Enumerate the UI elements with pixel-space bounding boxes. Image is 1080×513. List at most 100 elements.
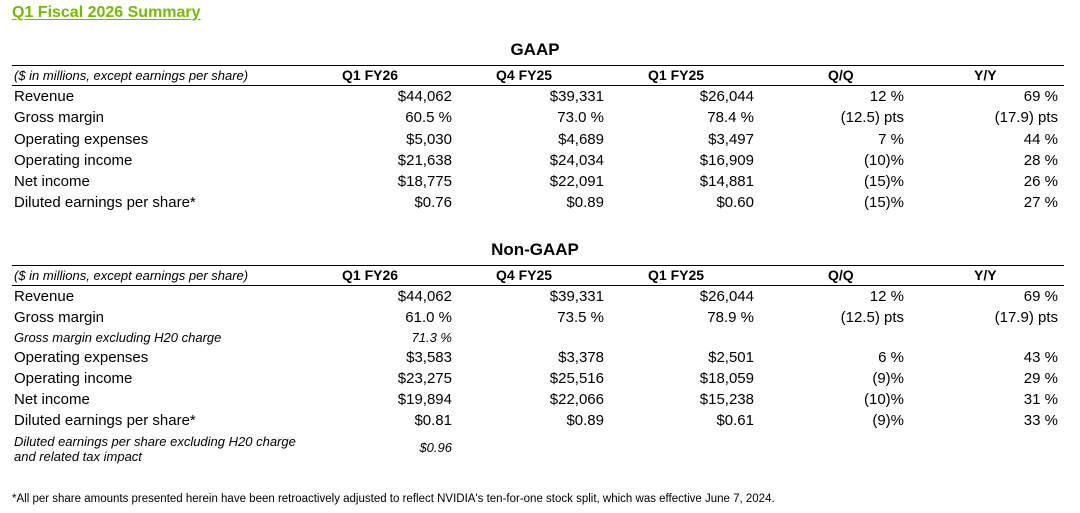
cell-value: $0.89 xyxy=(566,412,604,430)
nongaap-table: ($ in millions, except earnings per shar… xyxy=(12,265,1064,466)
cell-value: $22,091 xyxy=(549,173,604,191)
col-q4fy25: Q4 FY25 xyxy=(496,267,553,283)
nongaap-header-row: ($ in millions, except earnings per shar… xyxy=(12,265,1064,286)
cell-value: $2,501 xyxy=(708,348,754,366)
cell-value: 69 % xyxy=(1023,288,1058,305)
table-row: Operating expenses $3,583 $3,378 $2,501 … xyxy=(12,347,1064,368)
cell-value: $15,238 xyxy=(699,391,754,409)
cell-value: $0.89 xyxy=(566,194,604,212)
cell-value: (10)% xyxy=(863,151,904,169)
cell-value: (12.5) pts xyxy=(840,309,904,327)
cell-value: $0.81 xyxy=(414,412,452,430)
cell-value: 12 % xyxy=(869,88,904,105)
cell-value: 6 % xyxy=(878,348,904,366)
cell-value: (15)% xyxy=(863,173,904,191)
cell-value: $39,331 xyxy=(549,88,604,105)
cell-value: (12.5) pts xyxy=(840,109,904,127)
cell-value: $0.76 xyxy=(414,194,452,212)
col-q1fy26: Q1 FY26 xyxy=(342,67,399,83)
table-row: Gross margin 61.0 % 73.5 % 78.9 % (12.5)… xyxy=(12,307,1064,328)
cell-value: $26,044 xyxy=(699,88,754,105)
cell-value: 33 % xyxy=(1023,412,1058,430)
cell-value: $44,062 xyxy=(397,88,452,105)
gaap-header-row: ($ in millions, except earnings per shar… xyxy=(12,65,1064,86)
cell-value: $0.96 xyxy=(419,439,452,455)
row-label: Net income xyxy=(14,391,90,409)
table-row: Revenue $44,062 $39,331 $26,044 12 % 69 … xyxy=(12,286,1064,307)
cell-value: 43 % xyxy=(1023,348,1058,366)
header-label: ($ in millions, except earnings per shar… xyxy=(14,68,249,83)
table-row: Operating income $23,275 $25,516 $18,059… xyxy=(12,368,1064,389)
table-row: Operating income $21,638 $24,034 $16,909… xyxy=(12,150,1064,171)
table-row: Revenue $44,062 $39,331 $26,044 12 % 69 … xyxy=(12,86,1064,107)
table-row: Diluted earnings per share* $0.76 $0.89 … xyxy=(12,192,1064,213)
cell-value: $21,638 xyxy=(397,151,452,169)
cell-value: (10)% xyxy=(863,391,904,409)
cell-value: 60.5 % xyxy=(405,109,452,127)
cell-value: $0.60 xyxy=(716,194,754,212)
cell-value: (17.9) pts xyxy=(994,109,1058,127)
nongaap-section-title: Non-GAAP xyxy=(491,240,579,259)
cell-value: 26 % xyxy=(1023,173,1058,191)
table-row: Operating expenses $5,030 $4,689 $3,497 … xyxy=(12,129,1064,150)
row-label: Gross margin excluding H20 charge xyxy=(14,329,222,345)
cell-value: $3,378 xyxy=(558,348,604,366)
row-label: Gross margin xyxy=(14,309,105,327)
table-row: Net income $18,775 $22,091 $14,881 (15)%… xyxy=(12,171,1064,192)
cell-value: 31 % xyxy=(1023,391,1058,409)
gaap-table: ($ in millions, except earnings per shar… xyxy=(12,65,1064,214)
row-label: Operating expenses xyxy=(14,130,149,148)
row-label: Net income xyxy=(14,173,90,191)
cell-value: $3,497 xyxy=(708,130,754,148)
cell-value: $23,275 xyxy=(397,369,452,387)
table-row: Gross margin 60.5 % 73.0 % 78.4 % (12.5)… xyxy=(12,107,1064,128)
cell-value: $14,881 xyxy=(699,173,754,191)
cell-value: (9)% xyxy=(872,412,904,430)
cell-value: $3,583 xyxy=(406,348,452,366)
cell-value: $18,059 xyxy=(699,369,754,387)
cell-value: 71.3 % xyxy=(411,329,452,345)
header-label: ($ in millions, except earnings per shar… xyxy=(14,268,249,283)
footnote: *All per share amounts presented herein … xyxy=(12,493,775,505)
col-qq: Q/Q xyxy=(828,67,854,83)
cell-value: $25,516 xyxy=(549,369,604,387)
cell-value: $5,030 xyxy=(406,130,452,148)
col-qq: Q/Q xyxy=(828,267,854,283)
cell-value: $39,331 xyxy=(549,288,604,305)
cell-value: 29 % xyxy=(1023,369,1058,387)
row-label: Diluted earnings per share* xyxy=(14,194,196,212)
cell-value: $44,062 xyxy=(397,288,452,305)
cell-value: $24,034 xyxy=(549,151,604,169)
cell-value: (17.9) pts xyxy=(994,309,1058,327)
col-q1fy26: Q1 FY26 xyxy=(342,267,399,283)
cell-value: 44 % xyxy=(1023,130,1058,148)
col-yy: Y/Y xyxy=(974,67,997,83)
cell-value: 73.0 % xyxy=(557,109,604,127)
row-label: Gross margin xyxy=(14,109,105,127)
table-row-sub: Diluted earnings per share excluding H20… xyxy=(12,432,1064,466)
row-label: Operating expenses xyxy=(14,348,149,366)
row-label: Revenue xyxy=(14,288,75,305)
cell-value: $22,066 xyxy=(549,391,604,409)
col-q1fy25: Q1 FY25 xyxy=(648,267,705,283)
cell-value: $18,775 xyxy=(397,173,452,191)
cell-value: 7 % xyxy=(878,130,904,148)
cell-value: $0.61 xyxy=(716,412,754,430)
row-label: Revenue xyxy=(14,88,75,105)
gaap-section-title: GAAP xyxy=(510,40,560,59)
cell-value: (15)% xyxy=(863,194,904,212)
cell-value: 78.9 % xyxy=(707,309,754,327)
row-label: Diluted earnings per share excluding H20… xyxy=(14,433,296,464)
row-label: Diluted earnings per share* xyxy=(14,412,196,430)
page-title: Q1 Fiscal 2026 Summary xyxy=(12,4,201,21)
cell-value: $4,689 xyxy=(558,130,604,148)
cell-value: $16,909 xyxy=(699,151,754,169)
cell-value: 69 % xyxy=(1023,88,1058,105)
cell-value: 12 % xyxy=(869,288,904,305)
cell-value: (9)% xyxy=(872,369,904,387)
cell-value: 73.5 % xyxy=(557,309,604,327)
col-q1fy25: Q1 FY25 xyxy=(648,67,705,83)
cell-value: 27 % xyxy=(1023,194,1058,212)
table-row: Diluted earnings per share* $0.81 $0.89 … xyxy=(12,410,1064,431)
col-q4fy25: Q4 FY25 xyxy=(496,67,553,83)
